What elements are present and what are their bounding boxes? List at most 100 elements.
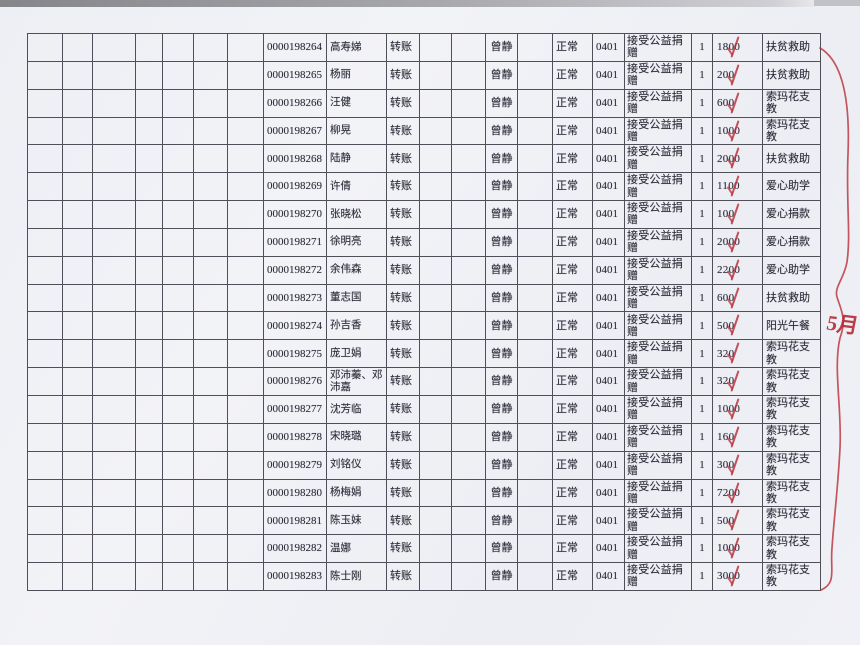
category-cell: 索玛花支教 — [763, 89, 821, 118]
empty-cell — [163, 117, 194, 146]
empty-cell — [452, 256, 486, 285]
category-cell: 索玛花支教 — [763, 423, 821, 452]
empty-cell — [28, 256, 63, 285]
qty-cell: 1 — [692, 89, 713, 118]
empty-cell — [28, 312, 63, 341]
method-cell: 转账 — [387, 173, 420, 202]
status-cell: 正常 — [553, 34, 593, 62]
name-cell: 沈芳临 — [327, 395, 387, 424]
empty-cell — [420, 284, 452, 313]
red-tick-mark — [726, 259, 742, 282]
empty-cell — [63, 145, 93, 174]
operator-cell: 曾静 — [486, 535, 518, 564]
red-tick-mark — [726, 175, 742, 198]
empty-cell — [136, 535, 163, 564]
empty-cell — [28, 563, 63, 591]
method-cell: 转账 — [387, 368, 420, 396]
empty-cell — [163, 340, 194, 369]
empty-cell — [28, 507, 63, 536]
operator-cell: 曾静 — [486, 34, 518, 62]
empty-cell — [228, 563, 264, 591]
amount-cell: 600 — [713, 284, 763, 313]
empty-cell — [136, 479, 163, 508]
empty-cell — [63, 117, 93, 146]
empty-cell — [163, 256, 194, 285]
empty-cell — [163, 395, 194, 424]
name-cell: 邓沛蓁、邓沛嘉 — [327, 368, 387, 396]
empty-cell — [452, 312, 486, 341]
status-cell: 正常 — [553, 61, 593, 90]
empty-cell — [420, 479, 452, 508]
empty-cell — [93, 284, 136, 313]
empty-cell — [420, 507, 452, 536]
operator-cell: 曾静 — [486, 312, 518, 341]
receipt-cell: 0000198271 — [264, 228, 327, 257]
empty-cell — [452, 117, 486, 146]
summary-cell: 接受公益捐赠 — [625, 312, 692, 341]
receipt-cell: 0000198281 — [264, 507, 327, 536]
empty-cell — [136, 34, 163, 62]
category-cell: 索玛花支教 — [763, 395, 821, 424]
receipt-cell: 0000198268 — [264, 145, 327, 174]
empty-cell — [136, 145, 163, 174]
empty-cell — [420, 173, 452, 202]
empty-cell — [228, 145, 264, 174]
empty-cell — [518, 563, 553, 591]
method-cell: 转账 — [387, 535, 420, 564]
amount-cell: 3000 — [713, 563, 763, 591]
empty-cell — [194, 61, 228, 90]
name-cell: 温娜 — [327, 535, 387, 564]
empty-cell — [93, 173, 136, 202]
receipt-cell: 0000198270 — [264, 201, 327, 229]
empty-cell — [93, 479, 136, 508]
empty-cell — [63, 256, 93, 285]
date-cell: 0401 — [593, 368, 625, 396]
qty-cell: 1 — [692, 312, 713, 341]
name-cell: 陈士刚 — [327, 563, 387, 591]
empty-cell — [28, 451, 63, 480]
empty-cell — [452, 34, 486, 62]
empty-cell — [63, 368, 93, 396]
empty-cell — [163, 507, 194, 536]
qty-cell: 1 — [692, 34, 713, 62]
operator-cell: 曾静 — [486, 423, 518, 452]
date-cell: 0401 — [593, 284, 625, 313]
date-cell: 0401 — [593, 34, 625, 62]
empty-cell — [28, 145, 63, 174]
receipt-cell: 0000198273 — [264, 284, 327, 313]
empty-cell — [28, 284, 63, 313]
amount-cell: 320 — [713, 368, 763, 396]
operator-cell: 曾静 — [486, 451, 518, 480]
operator-cell: 曾静 — [486, 256, 518, 285]
empty-cell — [63, 340, 93, 369]
amount-cell: 300 — [713, 451, 763, 480]
red-tick-mark — [726, 398, 742, 421]
paper-background — [0, 6, 860, 645]
empty-cell — [136, 340, 163, 369]
category-cell: 扶贫救助 — [763, 284, 821, 313]
receipt-cell: 0000198279 — [264, 451, 327, 480]
empty-cell — [518, 256, 553, 285]
empty-cell — [194, 535, 228, 564]
empty-cell — [194, 423, 228, 452]
red-tick-mark — [726, 147, 742, 170]
status-cell: 正常 — [553, 201, 593, 229]
empty-cell — [93, 89, 136, 118]
empty-cell — [194, 507, 228, 536]
name-cell: 杨梅娟 — [327, 479, 387, 508]
method-cell: 转账 — [387, 563, 420, 591]
method-cell: 转账 — [387, 312, 420, 341]
operator-cell: 曾静 — [486, 228, 518, 257]
operator-cell: 曾静 — [486, 563, 518, 591]
qty-cell: 1 — [692, 479, 713, 508]
empty-cell — [518, 145, 553, 174]
summary-cell: 接受公益捐赠 — [625, 284, 692, 313]
receipt-cell: 0000198283 — [264, 563, 327, 591]
name-cell: 张晓松 — [327, 201, 387, 229]
summary-cell: 接受公益捐赠 — [625, 61, 692, 90]
empty-cell — [420, 228, 452, 257]
empty-cell — [163, 145, 194, 174]
empty-cell — [93, 535, 136, 564]
empty-cell — [136, 563, 163, 591]
status-cell: 正常 — [553, 145, 593, 174]
